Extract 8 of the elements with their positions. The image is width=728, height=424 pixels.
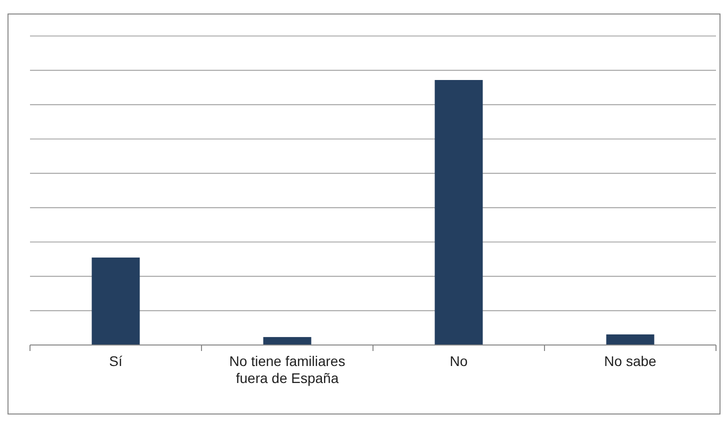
- bar: [263, 337, 312, 345]
- x-tick-label: No tiene familiares fuera de España: [229, 353, 346, 386]
- bar: [606, 334, 654, 345]
- bar: [92, 258, 140, 345]
- x-tick-label: Sí: [109, 353, 122, 370]
- x-tick-label: No: [450, 353, 468, 370]
- bar: [434, 80, 483, 345]
- x-tick-label: No sabe: [604, 353, 657, 370]
